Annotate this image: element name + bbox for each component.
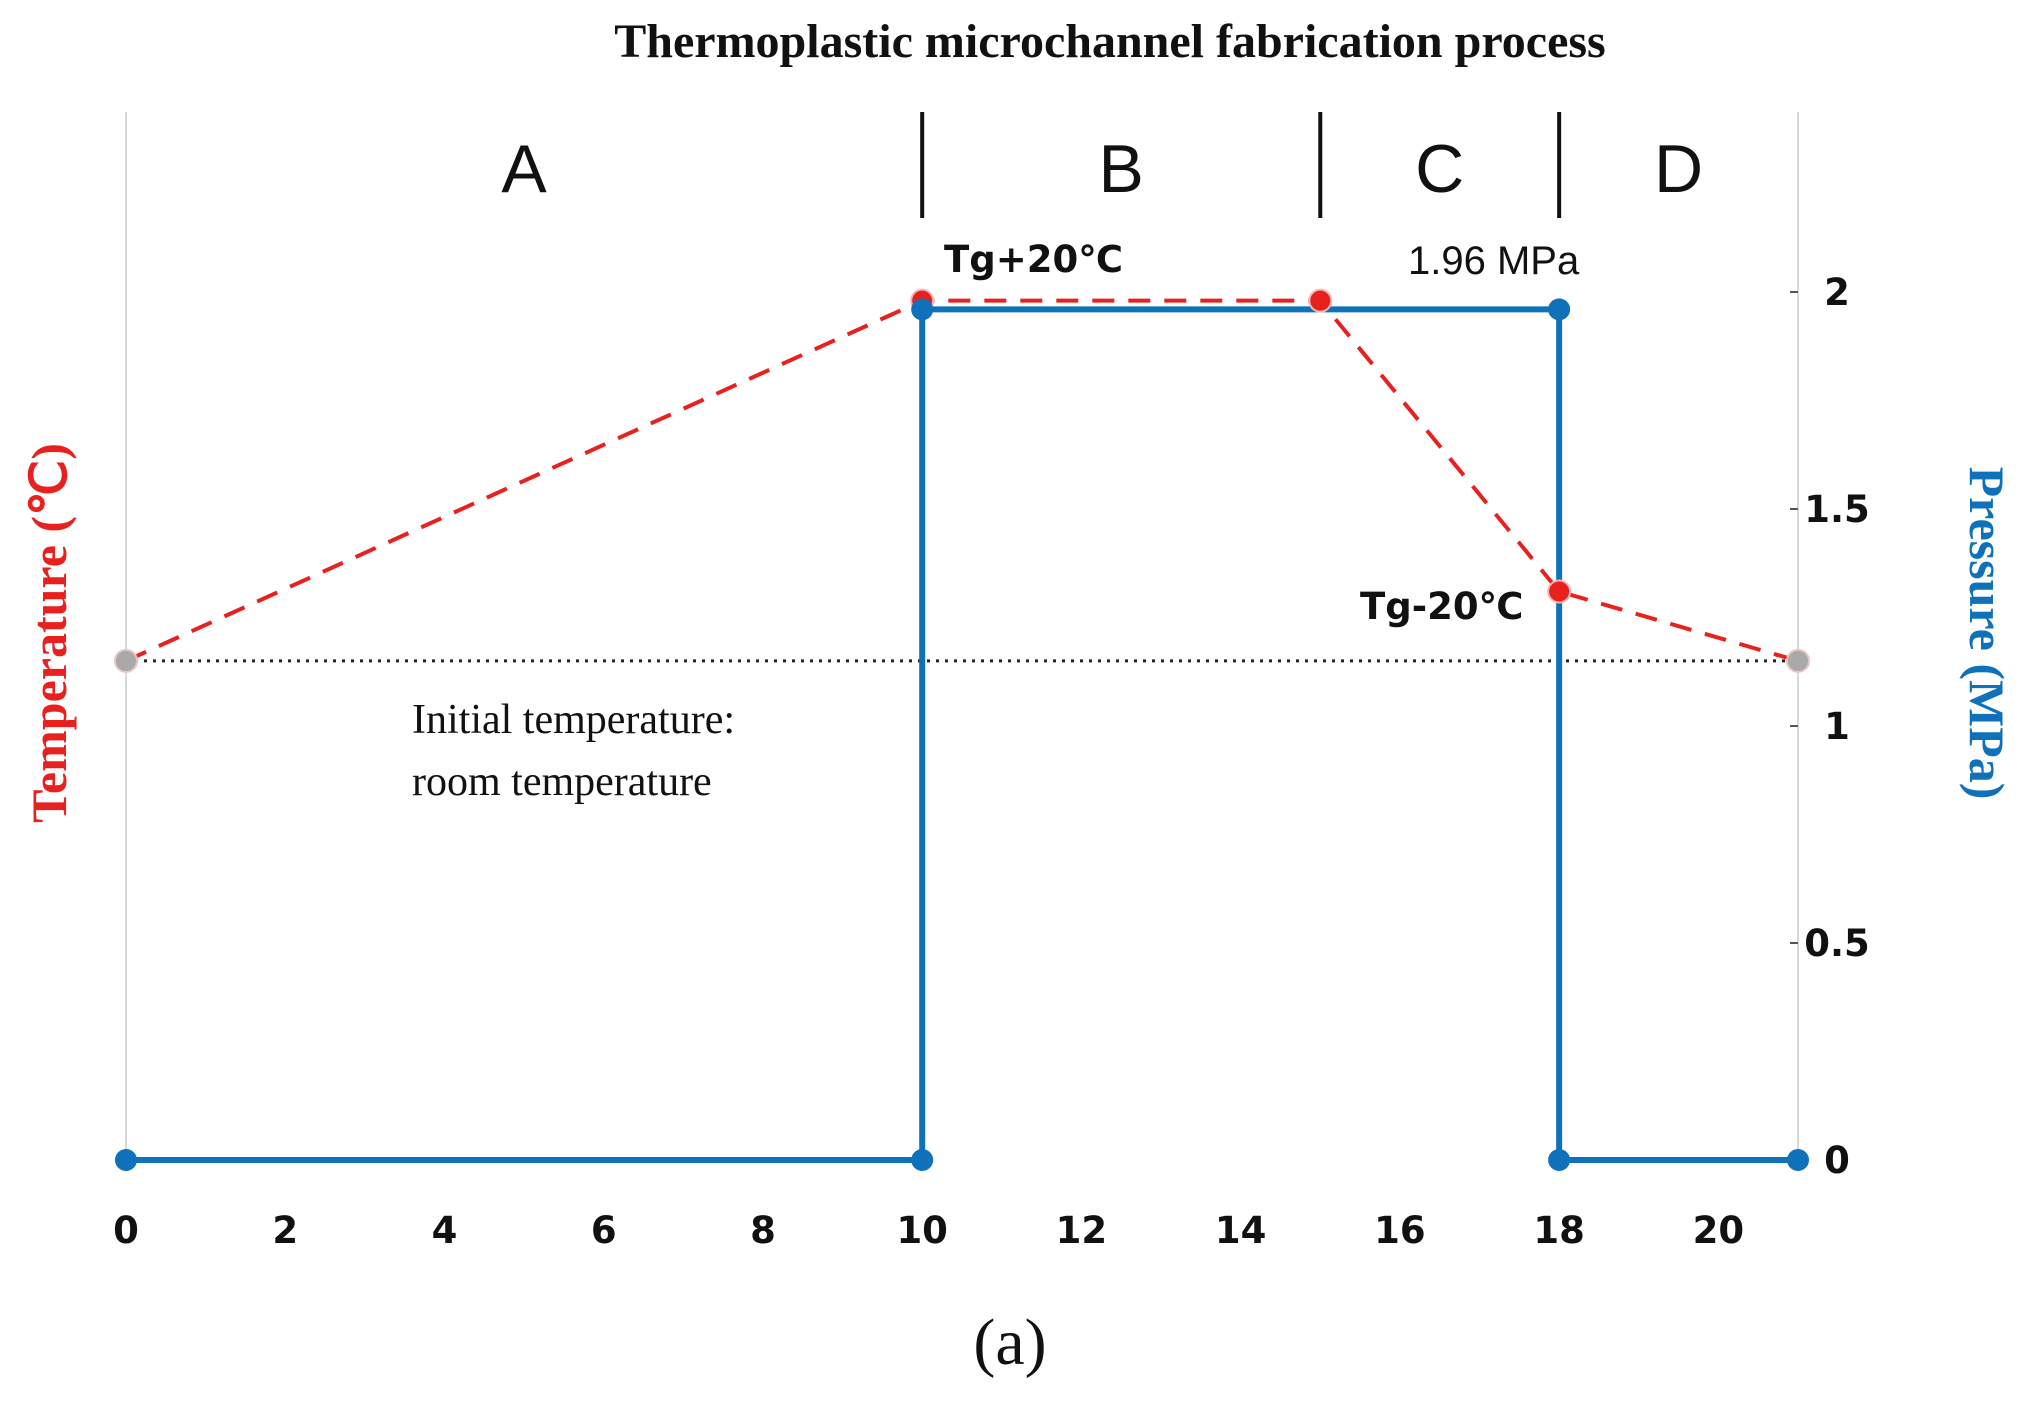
marker-layer [114,288,1810,1171]
phase-label: A [501,131,547,207]
temperature-point [1786,648,1810,673]
pressure-point [911,1149,934,1171]
temperature-point [1547,579,1572,604]
chart-title: Thermoplastic microchannel fabrication p… [614,15,1605,68]
figure-caption: (a) [973,1306,1046,1379]
initial-temperature-note-line1: Initial temperature: [412,697,735,743]
y-tick-label: 1 [1824,705,1850,748]
pressure-point [1548,1149,1571,1171]
axes-layer: 0 2 4 6 8 10 12 14 16 18 20 0 0.5 1 1.5 2 [113,112,1870,1252]
x-tick-label: 14 [1215,1209,1267,1252]
pressure-point [1548,298,1571,321]
x-tick-label: 18 [1533,1209,1585,1252]
pressure-value-annotation: 1.96 MPa [1408,239,1580,283]
pressure-point [115,1149,137,1171]
tg-plus-annotation: Tg+20℃ [944,238,1123,281]
tg-minus-annotation: Tg-20℃ [1360,585,1523,628]
temperature-point [114,648,138,673]
y-axis-label-right: Pressure (MPa) [1959,467,2015,800]
temperature-line [125,298,1799,663]
temperature-point [1308,288,1333,313]
y-tick-label: 0 [1824,1139,1850,1182]
initial-temperature-note-line2: room temperature [412,759,712,805]
x-tick-label: 20 [1693,1209,1745,1252]
phase-layer: A B C D [501,112,1703,218]
phase-label: B [1099,131,1144,207]
pressure-line [126,306,1798,1163]
phase-label: C [1415,131,1464,207]
x-tick-label: 12 [1056,1209,1108,1252]
x-tick-label: 8 [750,1209,776,1252]
x-tick-label: 10 [896,1209,948,1252]
y-axis-label-left: Temperature (℃) [21,443,77,823]
x-tick-label: 16 [1374,1209,1426,1252]
y-tick-label: 1.5 [1804,488,1870,531]
pressure-point [1787,1149,1809,1171]
x-tick-label: 2 [272,1209,298,1252]
x-tick-label: 4 [432,1209,458,1252]
y-tick-label: 2 [1824,271,1850,314]
y-tick-label: 0.5 [1804,922,1870,965]
x-tick-label: 6 [591,1209,617,1252]
series-layer [125,298,1799,1163]
x-tick-label: 0 [113,1209,139,1252]
pressure-point [911,298,934,321]
phase-label: D [1654,131,1703,207]
